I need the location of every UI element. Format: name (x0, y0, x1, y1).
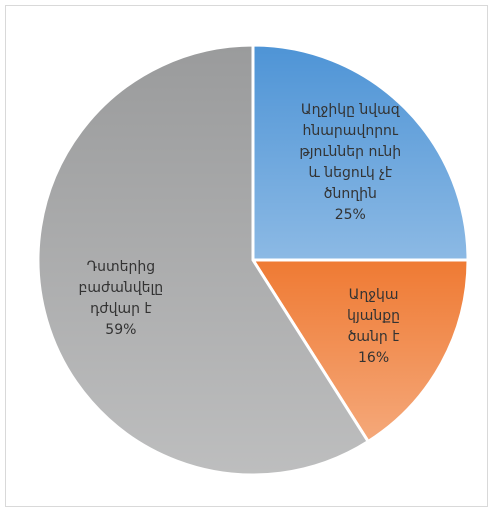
pie-slice-shade (253, 45, 468, 260)
slice-label: թյուններ ունի (299, 144, 401, 160)
slice-label: ծնողին (324, 186, 377, 202)
slice-label: բաժանվելը (79, 280, 164, 296)
slice-value-label: 59% (105, 322, 136, 338)
pie-slice-shade (38, 45, 369, 475)
slice-label: Աղջիկը նվազ (301, 102, 401, 118)
slice-label: Դստերից (87, 259, 156, 275)
slice-value-label: 16% (358, 350, 389, 366)
slice-label: Աղջկա (349, 287, 399, 303)
slice-label: հնարավորու (303, 123, 399, 139)
slice-label: կյանքը (347, 308, 400, 324)
slice-label: ծանր է (348, 329, 400, 345)
slice-value-label: 25% (335, 207, 366, 223)
slice-label: դժվար է (90, 301, 152, 317)
slice-label: և նեցուկ չէ (309, 165, 393, 181)
pie-slice-shade (253, 260, 468, 442)
